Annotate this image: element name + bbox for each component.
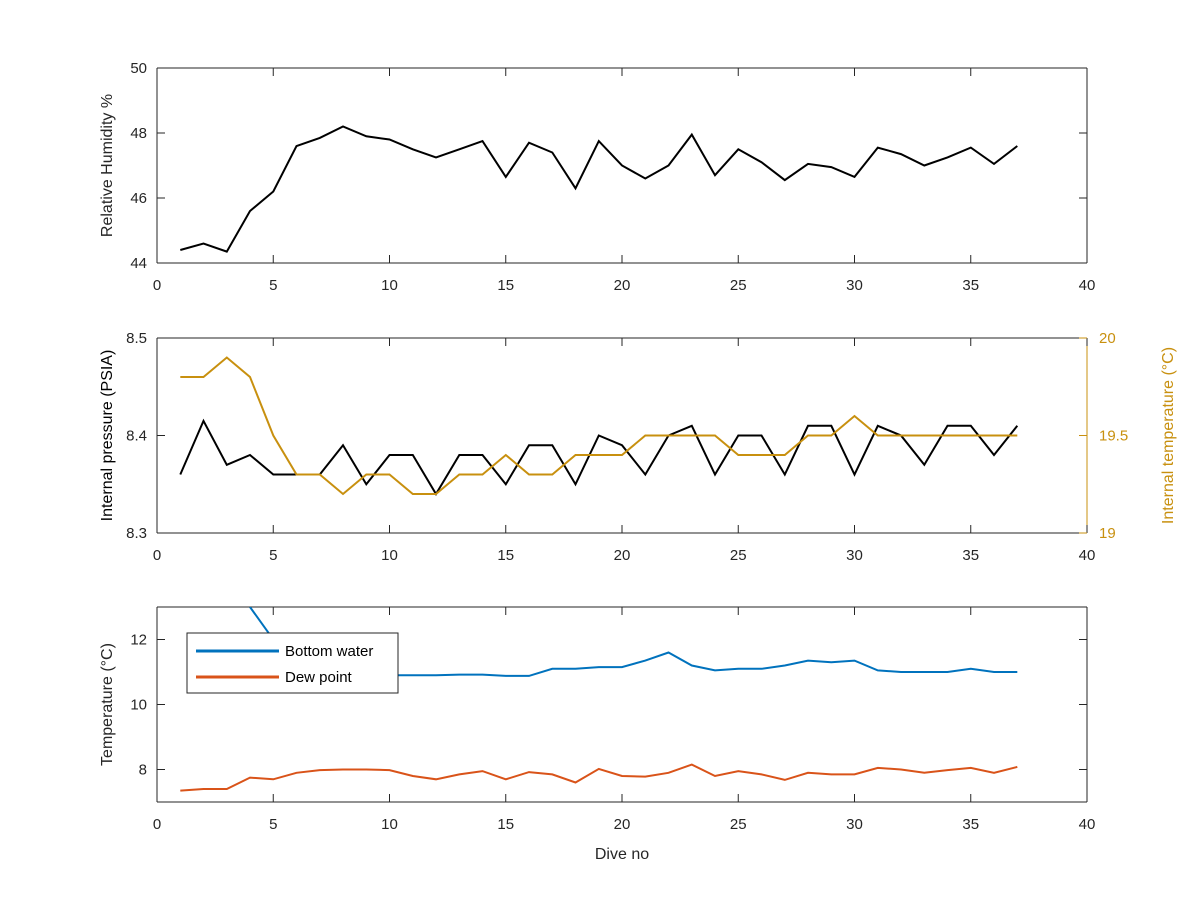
legend-entry: Dew point <box>285 669 353 686</box>
x-tick-label: 35 <box>962 816 979 833</box>
x-tick-label: 35 <box>962 547 979 564</box>
x-tick-label: 5 <box>269 547 277 564</box>
x-tick-label: 5 <box>269 277 277 294</box>
legend-entry: Bottom water <box>285 643 373 660</box>
legend: Bottom water Dew point <box>186 632 399 694</box>
x-tick-label: 0 <box>153 547 161 564</box>
x-tick-label: 15 <box>497 277 514 294</box>
temperature-panel: 0 5 10 15 20 25 30 35 40 8 10 12 Temperature (°C) Div… <box>99 606 1096 863</box>
x-tick-label: 15 <box>497 816 514 833</box>
y-tick-label: 8 <box>139 762 147 779</box>
y-axis-label: Temperature (°C) <box>99 643 116 766</box>
dew-point-line <box>180 763 1018 792</box>
x-tick-label: 30 <box>846 816 863 833</box>
x-tick-label: 30 <box>846 547 863 564</box>
y-axis-label: Internal pressure (PSIA) <box>99 350 116 522</box>
right-y-tick-label: 20 <box>1099 330 1116 347</box>
x-axis-label: Dive no <box>595 846 649 863</box>
right-y-tick-label: 19 <box>1099 525 1116 542</box>
y-tick-label: 12 <box>130 632 147 649</box>
x-tick-label: 20 <box>614 547 631 564</box>
x-tick-label: 30 <box>846 277 863 294</box>
series-line-0 <box>179 418 1019 496</box>
y-tick-label: 8.5 <box>126 330 147 347</box>
y-tick-label: 8.3 <box>126 525 147 542</box>
x-tick-label: 35 <box>962 277 979 294</box>
y-tick-label: 48 <box>130 125 147 142</box>
legend-box <box>186 632 399 694</box>
x-tick-label: 0 <box>153 816 161 833</box>
humidity-panel: 0 5 10 15 20 25 30 35 40 44 46 48 50 Relative Humidit… <box>99 60 1095 294</box>
x-tick-label: 40 <box>1079 547 1096 564</box>
x-tick-label: 10 <box>381 277 398 294</box>
x-tick-label: 25 <box>730 547 747 564</box>
x-tick-label: 0 <box>153 277 161 294</box>
x-tick-label: 5 <box>269 816 277 833</box>
y-tick-label: 10 <box>130 697 147 714</box>
right-y-tick-label: 19.5 <box>1099 428 1128 445</box>
x-tick-label: 10 <box>381 816 398 833</box>
y-tick-label: 8.4 <box>126 428 147 445</box>
y-tick-label: 46 <box>130 190 147 207</box>
x-tick-label: 15 <box>497 547 514 564</box>
y-axis-label: Relative Humidity % <box>99 94 116 237</box>
series-line-0 <box>180 125 1018 253</box>
x-tick-label: 20 <box>614 816 631 833</box>
x-tick-label: 40 <box>1079 816 1096 833</box>
pressure-temperature-panel: 0 5 10 15 20 25 30 35 40 8.3 8.4 8.5 19 19.5 20 Interna… <box>99 330 1177 564</box>
right-y-axis-label: Internal temperature (°C) <box>1160 347 1177 524</box>
y-tick-label: 50 <box>130 60 147 77</box>
y-tick-label: 44 <box>130 255 147 272</box>
x-tick-label: 25 <box>730 277 747 294</box>
x-tick-label: 20 <box>614 277 631 294</box>
x-tick-label: 40 <box>1079 277 1096 294</box>
series-line-1 <box>180 356 1018 496</box>
x-tick-label: 25 <box>730 816 747 833</box>
x-tick-label: 10 <box>381 547 398 564</box>
